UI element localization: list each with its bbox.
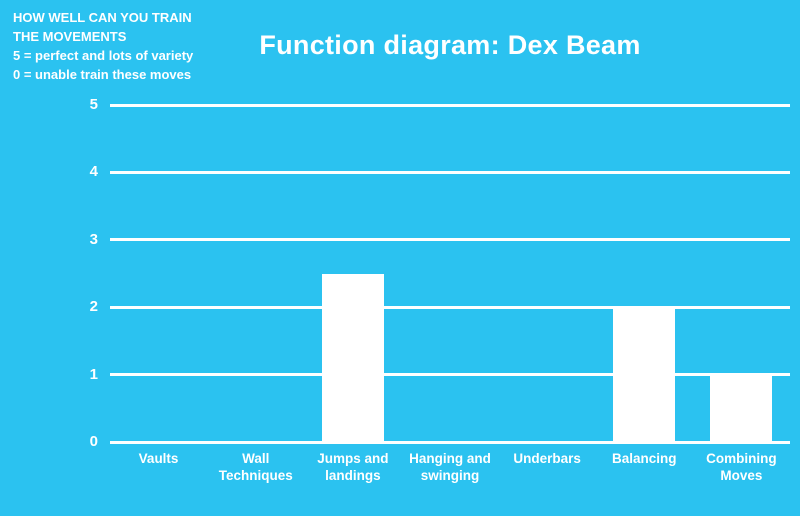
x-tick-label: Combining Moves — [706, 451, 777, 483]
plot-area — [110, 103, 790, 444]
x-tick-label: Balancing — [612, 451, 677, 466]
gridline-y1 — [110, 373, 790, 377]
bar-slot — [401, 105, 498, 442]
gridline-y0 — [110, 440, 790, 444]
bar-jumps-and-landings — [321, 273, 384, 442]
bar-slot — [596, 105, 693, 442]
bars-container — [110, 105, 790, 442]
rating-scale-note: HOW WELL CAN YOU TRAIN THE MOVEMENTS 5 =… — [13, 8, 193, 84]
gridline-y4 — [110, 170, 790, 174]
bar-slot — [207, 105, 304, 442]
x-tick-label: Wall Techniques — [218, 451, 293, 483]
note-line: 0 = unable train these moves — [13, 67, 192, 82]
y-tick-label: 0 — [89, 433, 98, 450]
chart-title: Function diagram: Dex Beam — [259, 30, 641, 60]
bar-slot — [693, 105, 790, 442]
note-line: THE MOVEMENTS — [13, 29, 127, 44]
x-tick-label: Vaults — [138, 451, 179, 466]
bar-balancing — [613, 307, 676, 442]
bar-slot — [110, 105, 207, 442]
bar-slot — [304, 105, 401, 442]
x-axis-labels: Vaults Wall Techniques Jumps and landings H… — [110, 450, 790, 484]
y-tick-label: 4 — [89, 163, 98, 181]
bar-combining-moves — [710, 374, 773, 442]
bar-slot — [499, 105, 596, 442]
x-tick-label: Underbars — [513, 451, 581, 466]
x-tick-label: Hanging and swinging — [409, 451, 491, 483]
y-axis: 0 1 2 3 4 5 — [0, 96, 98, 450]
gridline-y3 — [110, 238, 790, 242]
y-tick-label: 1 — [89, 365, 98, 383]
y-tick-label: 5 — [89, 96, 98, 113]
y-tick-label: 3 — [89, 230, 98, 248]
gridline-y2 — [110, 305, 790, 309]
x-tick-label: Jumps and landings — [317, 451, 389, 483]
y-tick-label: 2 — [89, 298, 98, 316]
note-line: 5 = perfect and lots of variety — [13, 48, 194, 63]
gridline-y5 — [110, 103, 790, 107]
note-line: HOW WELL CAN YOU TRAIN — [13, 10, 192, 25]
